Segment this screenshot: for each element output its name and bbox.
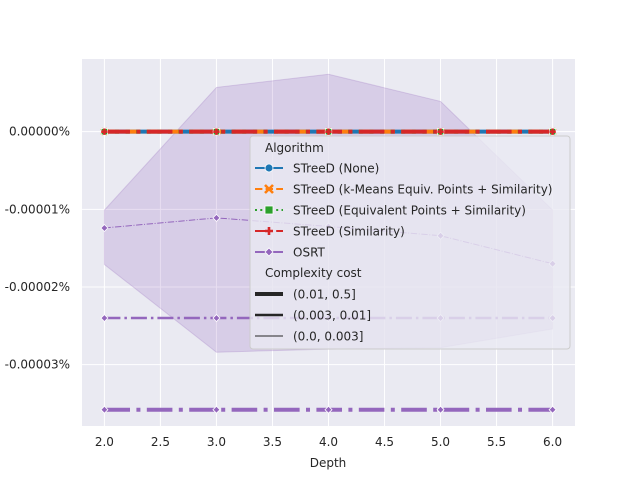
x-tick-label: 4.5 [375, 435, 394, 449]
x-tick-label: 4.0 [319, 435, 338, 449]
data-point [100, 223, 109, 233]
legend-label: STreeD (None) [293, 162, 379, 176]
legend-complexity-entries: (0.01, 0.5] (0.003, 0.01] (0.0, 0.003] [255, 288, 371, 344]
legend-frame [249, 135, 571, 350]
legend-label: (0.0, 0.003] [293, 330, 363, 344]
legend-label: (0.003, 0.01] [293, 309, 371, 323]
legend-label: OSRT [293, 246, 326, 260]
legend-label: STreeD (k-Means Equiv. Points + Similari… [293, 183, 552, 197]
x-axis-label: Depth [310, 456, 347, 470]
data-point [325, 128, 332, 135]
x-tick-label: 3.0 [207, 435, 226, 449]
data-point [212, 313, 221, 323]
y-tick-label: -0.00001% [5, 202, 70, 216]
legend-marker [264, 247, 274, 257]
legend-marker [264, 184, 274, 194]
x-tick-labels: 2.0 2.5 3.0 3.5 4.0 4.5 5.0 5.5 6.0 [95, 435, 562, 449]
legend-title-algorithm: Algorithm [265, 141, 324, 155]
y-tick-labels: 0.00000% -0.00001% -0.00002% -0.00003% [5, 125, 70, 372]
legend-label: (0.01, 0.5] [293, 288, 356, 302]
data-point [436, 405, 445, 414]
data-point [212, 405, 221, 414]
data-point [548, 405, 557, 414]
data-point [549, 128, 556, 135]
legend-label: STreeD (Equivalent Points + Similarity) [293, 204, 526, 218]
legend-marker [264, 163, 274, 173]
data-point [100, 313, 109, 323]
legend: Algorithm STreeD (None) STreeD (k-Means E… [249, 135, 571, 350]
legend-marker [264, 205, 274, 215]
x-tick-label: 5.5 [487, 435, 506, 449]
data-point [101, 128, 108, 135]
data-point [212, 213, 221, 222]
x-tick-label: 2.5 [151, 435, 170, 449]
data-point [324, 405, 333, 414]
y-tick-label: -0.00002% [5, 280, 70, 294]
data-point [213, 128, 220, 135]
legend-title-complexity: Complexity cost [265, 266, 362, 280]
x-tick-label: 3.5 [263, 435, 282, 449]
data-point [437, 128, 444, 135]
y-tick-label: 0.00000% [9, 125, 70, 139]
x-tick-label: 6.0 [543, 435, 562, 449]
x-tick-label: 2.0 [95, 435, 114, 449]
x-tick-label: 5.0 [431, 435, 450, 449]
legend-label: STreeD (Similarity) [293, 225, 405, 239]
legend-algorithm-entries: STreeD (None) STreeD (k-Means Equiv. Poin… [255, 162, 552, 260]
legend-marker [265, 227, 273, 235]
y-tick-label: -0.00003% [5, 358, 70, 372]
data-point [100, 405, 109, 414]
